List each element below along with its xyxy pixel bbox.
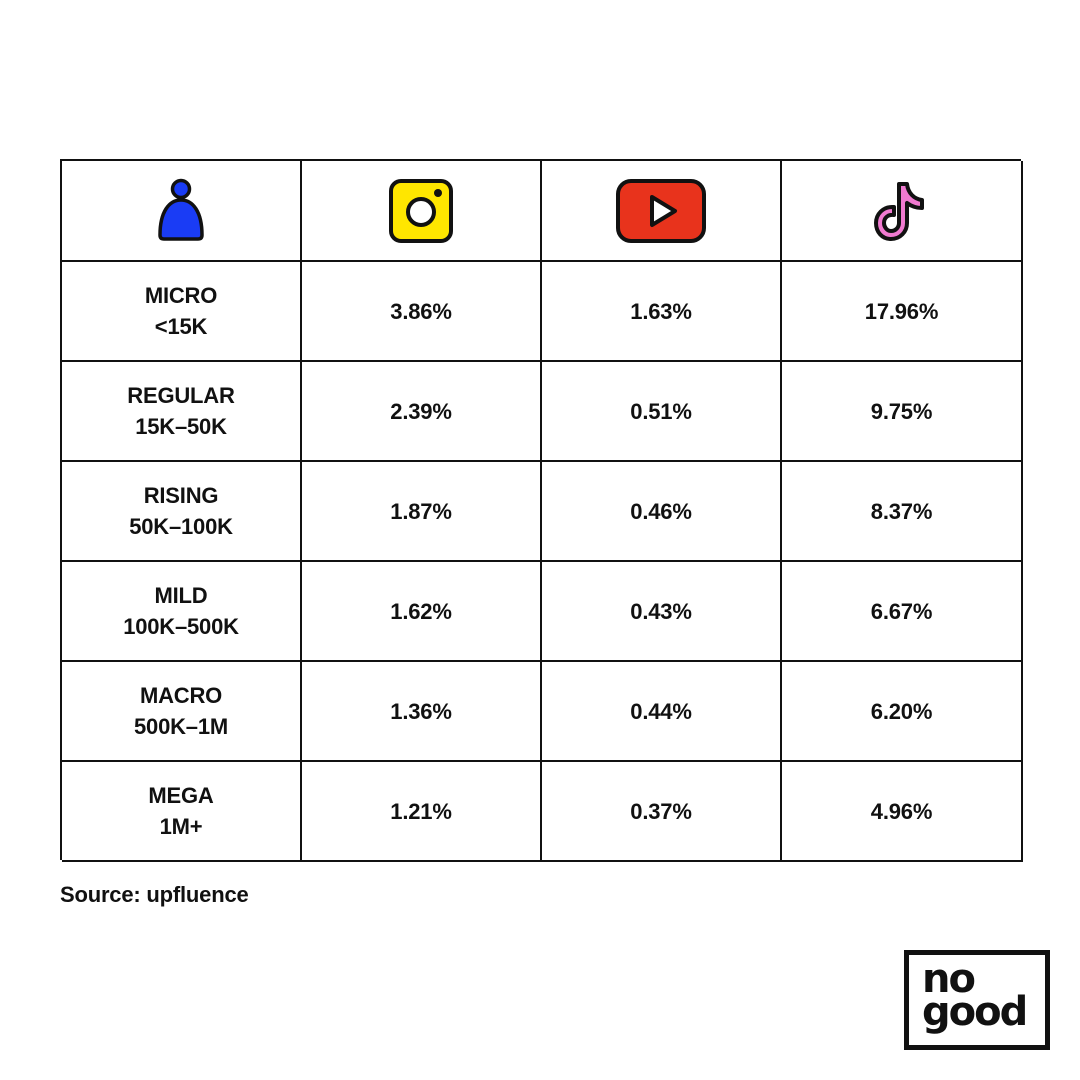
- tiktok-rate-cell: 17.96%: [782, 262, 1023, 362]
- instagram-rate-cell: 1.36%: [302, 662, 542, 762]
- tier-label-cell: REGULAR 15K–50K: [62, 362, 302, 462]
- tier-label-cell: MICRO <15K: [62, 262, 302, 362]
- tiktok-rate-cell: 4.96%: [782, 762, 1023, 862]
- tiktok-rate-cell: 6.20%: [782, 662, 1023, 762]
- tier-label-cell: MEGA 1M+: [62, 762, 302, 862]
- tier-range: 50K–100K: [129, 514, 233, 539]
- youtube-rate-cell: 0.37%: [542, 762, 782, 862]
- logo-line-2: good: [922, 989, 1028, 1035]
- header-cell-tiktok: [782, 161, 1023, 262]
- instagram-rate-cell: 1.62%: [302, 562, 542, 662]
- tier-range: 1M+: [159, 814, 203, 839]
- tier-name: MILD: [154, 583, 208, 608]
- youtube-rate-cell: 0.43%: [542, 562, 782, 662]
- instagram-rate-cell: 1.87%: [302, 462, 542, 562]
- tiktok-rate-cell: 9.75%: [782, 362, 1023, 462]
- header-cell-instagram: [302, 161, 542, 262]
- instagram-rate-cell: 1.21%: [302, 762, 542, 862]
- tiktok-rate-cell: 6.67%: [782, 562, 1023, 662]
- tier-name: MICRO: [144, 283, 218, 308]
- instagram-icon: [389, 178, 453, 243]
- tier-range: 500K–1M: [134, 714, 228, 739]
- person-icon: [158, 178, 204, 241]
- tier-label-cell: MACRO 500K–1M: [62, 662, 302, 762]
- engagement-table: MICRO <15K 3.86% 1.63% 17.96% REGULAR 15K–50K 2…: [60, 159, 1023, 862]
- source-note: Source: upfluence: [60, 882, 249, 907]
- tier-range: 100K–500K: [123, 614, 239, 639]
- tier-name: REGULAR: [127, 383, 235, 408]
- tier-label-cell: RISING 50K–100K: [62, 462, 302, 562]
- youtube-rate-cell: 0.51%: [542, 362, 782, 462]
- nogood-logo: no good: [904, 950, 1050, 1050]
- header-cell-tier: [62, 161, 302, 262]
- youtube-rate-cell: 1.63%: [542, 262, 782, 362]
- tier-name: MACRO: [139, 683, 223, 708]
- youtube-rate-cell: 0.46%: [542, 462, 782, 562]
- instagram-rate-cell: 3.86%: [302, 262, 542, 362]
- header-cell-youtube: [542, 161, 782, 262]
- tiktok-rate-cell: 8.37%: [782, 462, 1023, 562]
- tier-name: MEGA: [148, 783, 214, 808]
- tier-name: RISING: [143, 483, 219, 508]
- youtube-rate-cell: 0.44%: [542, 662, 782, 762]
- tiktok-icon: [873, 181, 924, 241]
- tier-range: <15K: [154, 314, 208, 339]
- tier-label-cell: MILD 100K–500K: [62, 562, 302, 662]
- logo-line-1: no: [922, 956, 976, 1002]
- youtube-icon: [616, 178, 706, 243]
- tier-range: 15K–50K: [135, 414, 227, 439]
- instagram-rate-cell: 2.39%: [302, 362, 542, 462]
